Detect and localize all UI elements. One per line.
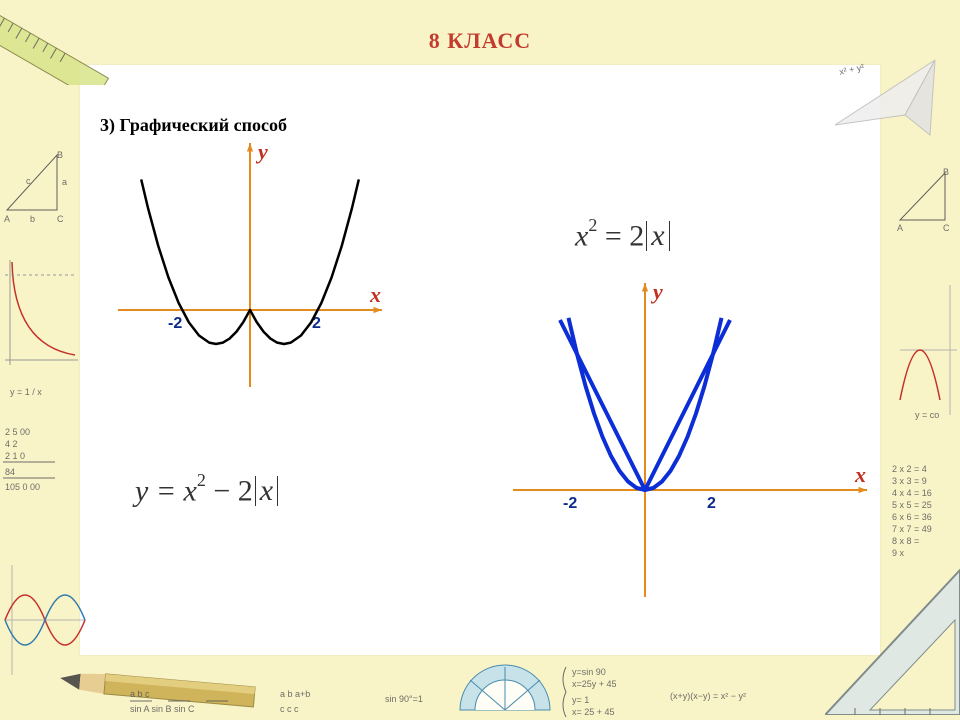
triangle-sketch-right: A C B: [895, 165, 960, 245]
sine-rule-sketch: a b c sin A sin B sin C a b a+b c c c: [130, 685, 390, 720]
svg-text:y = 1 / x: y = 1 / x: [10, 387, 42, 397]
svg-text:c c c: c c c: [280, 704, 299, 714]
svg-text:A: A: [4, 214, 10, 224]
chart-w-shape: -22yx: [110, 135, 390, 395]
equation-top: x2 = 2x: [575, 215, 672, 253]
svg-text:105 0 00: 105 0 00: [5, 482, 40, 492]
svg-text:C: C: [943, 223, 950, 233]
svg-text:7 x 7 = 49: 7 x 7 = 49: [892, 524, 932, 534]
svg-text:-2: -2: [168, 315, 182, 332]
svg-text:c: c: [26, 176, 31, 186]
svg-text:9 x: 9 x: [892, 548, 905, 558]
svg-text:y= 1: y= 1: [572, 695, 589, 705]
page-title: 8 КЛАСС: [0, 28, 960, 54]
svg-text:x=25y + 45: x=25y + 45: [572, 679, 617, 689]
set-square-icon: [825, 565, 960, 715]
svg-text:y: y: [650, 279, 663, 304]
svg-text:84: 84: [5, 467, 15, 477]
cos-sketch-right: y = co: [895, 280, 960, 420]
svg-text:a b c: a b c: [130, 689, 150, 699]
svg-text:b: b: [30, 214, 35, 224]
svg-text:3 x 3 = 9: 3 x 3 = 9: [892, 476, 927, 486]
hyperbola-sketch: y = 1 / x: [0, 250, 80, 400]
svg-text:x² + y²: x² + y²: [838, 62, 865, 77]
protractor-icon: [455, 660, 555, 715]
svg-text:x: x: [369, 282, 381, 307]
svg-text:8 x 8 =: 8 x 8 =: [892, 536, 919, 546]
svg-text:5 x 5 = 25: 5 x 5 = 25: [892, 500, 932, 510]
diff-squares-sketch: (x+y)(x−y) = x² − y²: [670, 685, 820, 710]
svg-text:y = co: y = co: [915, 410, 939, 420]
svg-text:A: A: [897, 223, 903, 233]
svg-text:2 1 0: 2 1 0: [5, 451, 25, 461]
chart-parabola-vs-abs: -2 2 y x: [505, 275, 875, 605]
svg-text:(x+y)(x−y) = x² − y²: (x+y)(x−y) = x² − y²: [670, 691, 746, 701]
svg-text:4 2: 4 2: [5, 439, 18, 449]
svg-text:4 x 4 = 16: 4 x 4 = 16: [892, 488, 932, 498]
svg-text:a b a+b: a b a+b: [280, 689, 310, 699]
svg-text:2 x 2 = 4: 2 x 2 = 4: [892, 464, 927, 474]
paper-plane-icon: x² + y²: [835, 55, 945, 145]
svg-text:2 5 00: 2 5 00: [5, 427, 30, 437]
sin90-sketch: sin 90°=1: [385, 690, 455, 710]
svg-text:-2: -2: [563, 495, 577, 512]
svg-text:x= 25 + 45: x= 25 + 45: [572, 707, 615, 717]
multiplication-table-sketch: 2 x 2 = 4 3 x 3 = 9 4 x 4 = 16 5 x 5 = 2…: [890, 460, 960, 570]
arithmetic-sketch-left: 2 5 00 4 2 2 1 0 84 105 0 00: [0, 420, 80, 500]
svg-text:y=sin 90: y=sin 90: [572, 667, 606, 677]
svg-text:sin 90°=1: sin 90°=1: [385, 694, 423, 704]
brace-equations-sketch: y=sin 90 x=25y + 45 y= 1 x= 25 + 45: [560, 665, 670, 720]
section-heading: 3) Графический способ: [100, 115, 287, 136]
svg-text:B: B: [57, 150, 63, 160]
svg-text:a: a: [62, 177, 67, 187]
triangle-sketch-left: A C B b a c: [2, 150, 77, 240]
ruler-icon: [0, 5, 110, 85]
svg-text:6 x 6 = 36: 6 x 6 = 36: [892, 512, 932, 522]
svg-text:B: B: [943, 167, 949, 177]
svg-text:x: x: [854, 462, 866, 487]
svg-text:y: y: [255, 139, 268, 164]
svg-text:2: 2: [707, 495, 716, 512]
equation-bottom: y = x2 − 2x: [135, 470, 280, 508]
svg-text:C: C: [57, 214, 64, 224]
eq-var: x: [575, 219, 588, 252]
svg-text:sin A sin B sin C: sin A sin B sin C: [130, 704, 195, 714]
